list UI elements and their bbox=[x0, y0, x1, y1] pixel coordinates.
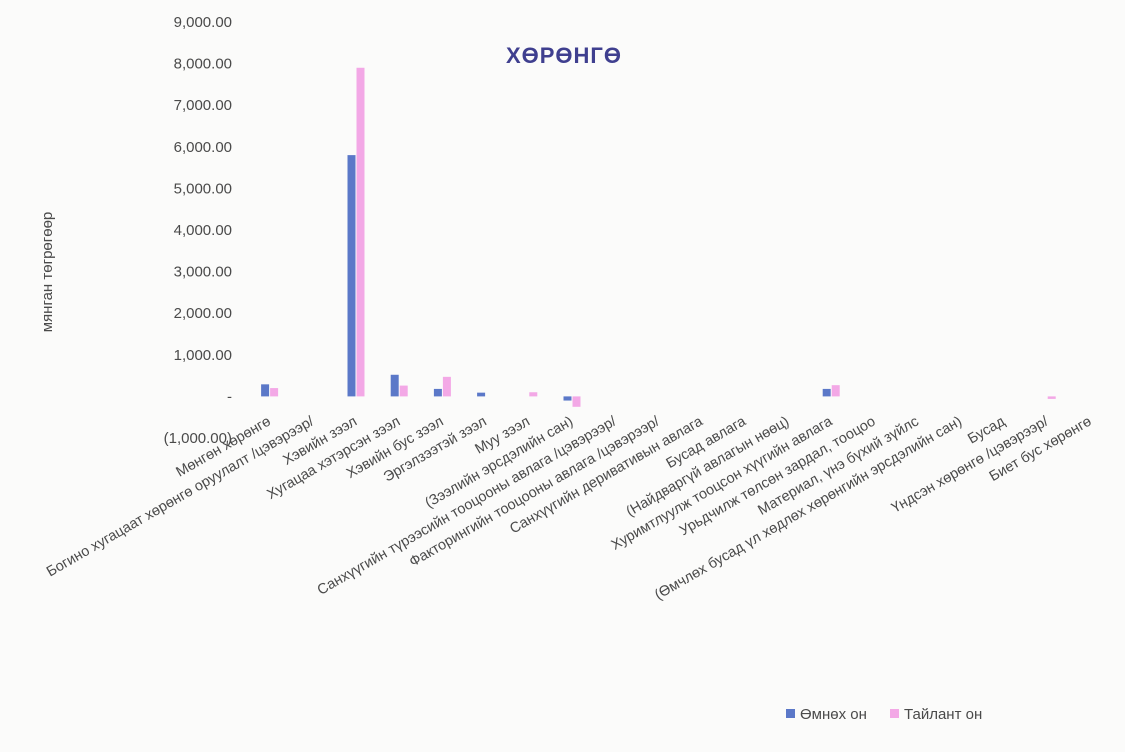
bar-report-year bbox=[399, 385, 408, 397]
y-axis-title: мянган төгрөгөөр bbox=[39, 212, 56, 333]
chart-title: ХӨРӨНГӨ bbox=[506, 43, 622, 68]
y-tick-label: 3,000.00 bbox=[174, 264, 232, 281]
legend: Өмнөх он Тайлант он bbox=[786, 706, 982, 723]
bar-prior-year bbox=[347, 155, 356, 397]
y-tick-label: 7,000.00 bbox=[174, 97, 232, 114]
bar-report-year bbox=[270, 388, 279, 397]
bar-prior-year bbox=[563, 396, 572, 401]
y-tick-label: 6,000.00 bbox=[174, 139, 232, 156]
y-axis-ticks: 9,000.00 8,000.00 7,000.00 6,000.00 5,000.00… bbox=[164, 14, 232, 447]
bar-prior-year bbox=[822, 388, 831, 397]
bar-report-year bbox=[356, 67, 365, 397]
bar-report-year bbox=[1047, 396, 1056, 399]
y-tick-label: - bbox=[227, 388, 232, 405]
bar-series bbox=[261, 67, 1056, 407]
y-tick-label: 5,000.00 bbox=[174, 180, 232, 197]
y-tick-label: (1,000.00) bbox=[164, 430, 232, 447]
bar-prior-year bbox=[477, 392, 486, 397]
y-tick-label: 4,000.00 bbox=[174, 222, 232, 239]
bar-prior-year bbox=[390, 374, 399, 397]
y-tick-label: 2,000.00 bbox=[174, 305, 232, 322]
y-tick-label: 1,000.00 bbox=[174, 347, 232, 364]
bar-report-year bbox=[442, 376, 451, 397]
bar-report-year bbox=[572, 396, 581, 407]
legend-swatch-prior-year bbox=[786, 709, 795, 718]
legend-label-prior-year: Өмнөх он bbox=[800, 706, 867, 723]
y-tick-label: 9,000.00 bbox=[174, 14, 232, 31]
bar-prior-year bbox=[261, 384, 270, 397]
legend-swatch-report-year bbox=[890, 709, 899, 718]
y-tick-label: 8,000.00 bbox=[174, 56, 232, 73]
bar-report-year bbox=[529, 392, 538, 397]
legend-label-report-year: Тайлант он bbox=[904, 706, 982, 723]
bar-prior-year bbox=[433, 388, 442, 397]
bar-report-year bbox=[831, 385, 840, 397]
